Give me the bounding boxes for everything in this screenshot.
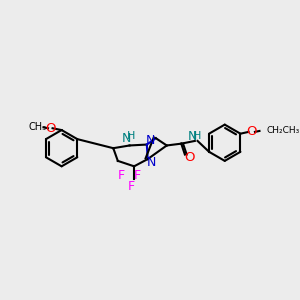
Text: O: O	[46, 122, 56, 135]
Text: O: O	[246, 125, 256, 138]
Text: CH₂CH₃: CH₂CH₃	[267, 127, 300, 136]
Text: N: N	[188, 130, 197, 143]
Text: H: H	[193, 131, 201, 141]
Text: F: F	[128, 180, 135, 193]
Text: N: N	[121, 132, 131, 145]
Text: CH₃: CH₃	[29, 122, 47, 132]
Text: F: F	[134, 169, 141, 182]
Text: N: N	[146, 134, 155, 147]
Text: F: F	[118, 169, 125, 182]
Text: H: H	[127, 131, 136, 141]
Text: N: N	[147, 156, 156, 169]
Text: O: O	[184, 151, 195, 164]
